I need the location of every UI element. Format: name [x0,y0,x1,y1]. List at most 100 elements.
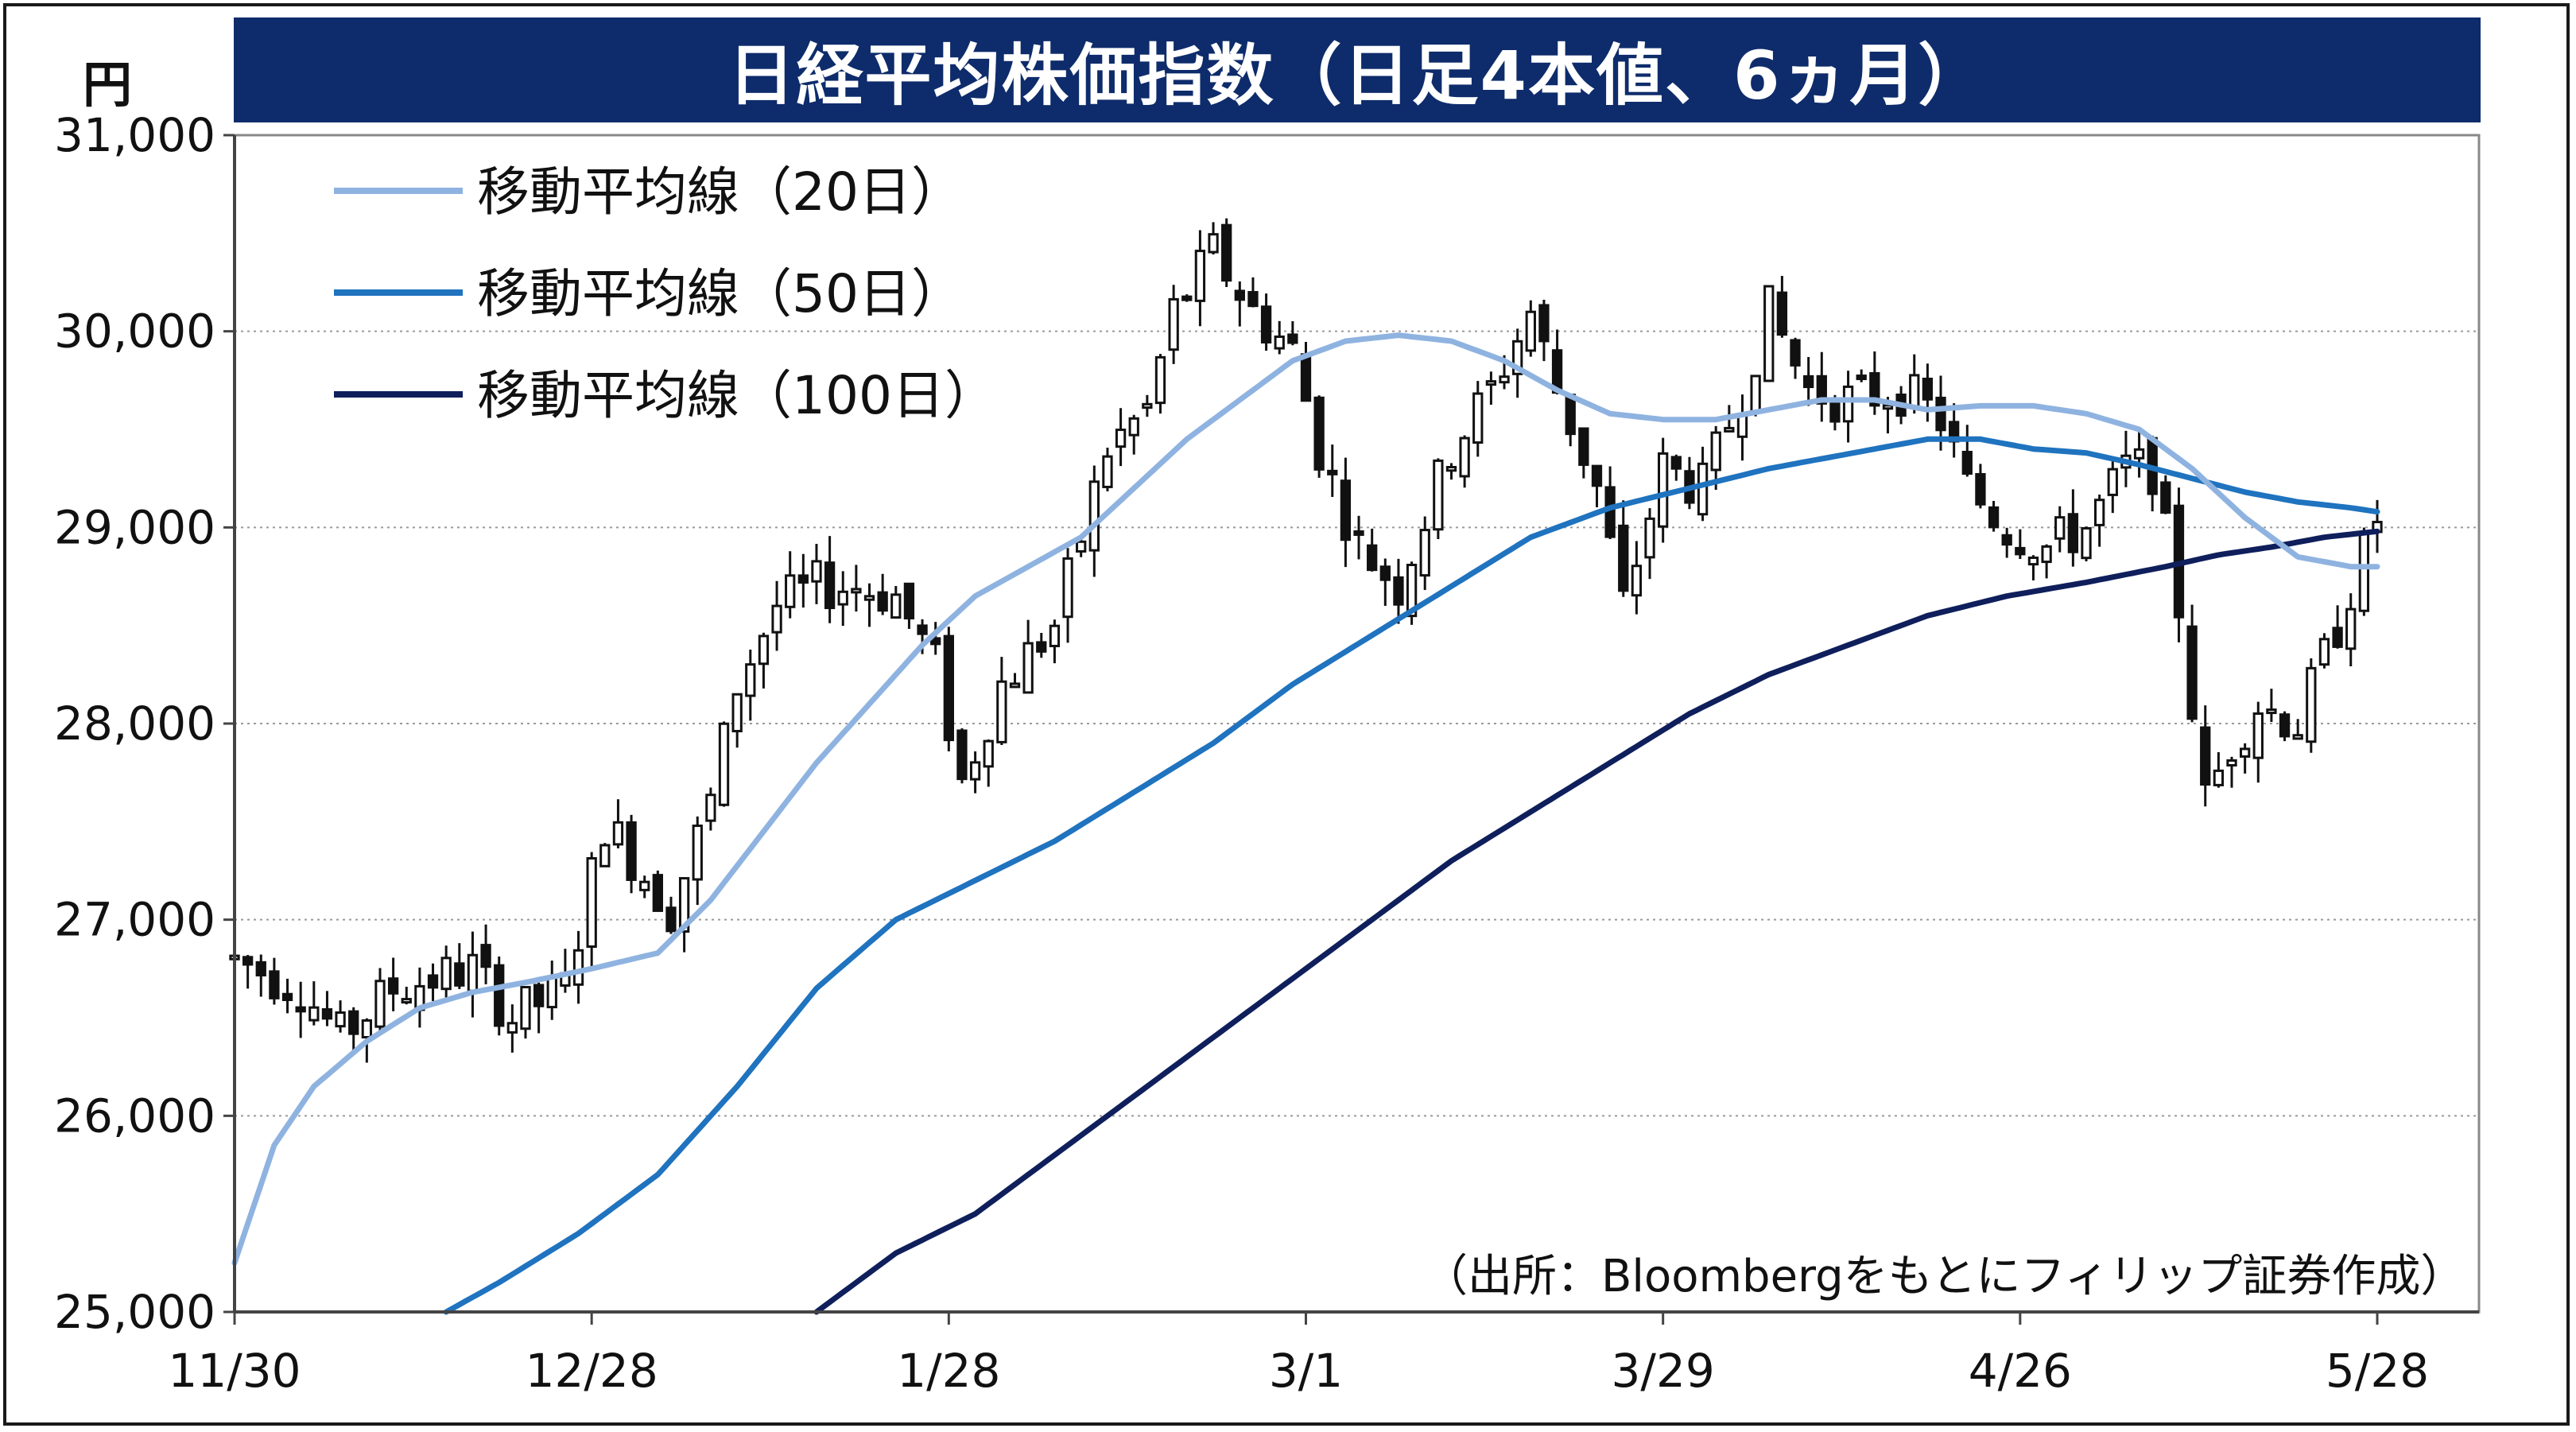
candlestick [2027,555,2039,580]
candlestick [454,943,465,989]
candle-body-down [1618,524,1629,592]
candlestick [1274,320,1285,355]
candle-body-down [281,992,293,1002]
moving-average-line-ma100 [813,528,2380,1315]
candlestick [639,875,650,898]
candle-body-up [586,857,597,949]
candlestick [335,1000,346,1033]
candlestick [1631,541,1643,615]
y-tick-label: 30,000 [54,305,215,359]
candle-body-down [1816,374,1827,405]
candlestick [824,536,836,623]
candle-body-down [665,906,677,933]
moving-average-line-ma20 [231,332,2380,1266]
candlestick [1194,230,1206,327]
candlestick [1049,619,1061,664]
candle-body-up [1697,462,1709,516]
candle-body-down [943,635,954,742]
candlestick [983,739,994,787]
candle-body-up [1445,466,1457,472]
candlestick [1763,285,1775,382]
candlestick [2067,489,2079,567]
candlestick [1445,463,1457,480]
candle-body-down [387,977,399,995]
candle-body-up [2054,516,2066,540]
candlestick [1988,500,2000,532]
candlestick [1036,633,1047,658]
y-tick-label: 31,000 [54,108,215,162]
candlestick [1221,218,1232,288]
candle-body-down [2279,713,2291,738]
candle-body-up [1128,417,1139,437]
candle-body-up [1512,340,1523,375]
candle-body-up [1049,624,1061,647]
candlestick [2054,506,2066,553]
candle-body-down [255,960,266,977]
candle-body-up [692,825,703,881]
candlestick [1472,381,1484,457]
candlestick [414,967,425,1028]
moving-average-series [231,332,2380,1315]
candlestick [1313,395,1325,478]
candle-body-up [2041,545,2052,564]
candle-body-down [1327,469,1338,475]
candlestick [2306,658,2317,753]
candlestick [1790,337,1801,379]
x-tick-label: 5/28 [2326,1344,2429,1398]
candle-body-down [533,984,545,1007]
candlestick [387,957,399,1011]
y-axis-unit-label: 円 [83,56,133,114]
candle-body-down [348,1010,359,1035]
candlestick [2372,499,2383,553]
candle-body-up [361,1019,373,1039]
candle-body-up [2252,712,2264,759]
candle-body-up [758,635,770,666]
candle-body-down [903,582,915,620]
candle-body-up [506,1022,518,1034]
candlestick [1485,371,1497,405]
candlestick [401,987,412,1005]
moving-average-line-ma50 [443,436,2380,1315]
x-tick-label: 3/29 [1612,1344,1715,1398]
candlestick [1565,394,1576,447]
candle-body-up [1763,285,1775,382]
candlestick [1922,363,1934,422]
candlestick [1538,299,1550,362]
candlestick [1816,351,1827,422]
chart-title: 日経平均株価指数（日足4本値、6ヵ月） [234,17,2481,122]
candlestick [506,1004,518,1053]
candle-body-down [1961,451,1973,475]
candle-body-down [2332,627,2343,648]
candle-body-up [1736,413,1748,438]
candlestick [599,843,611,867]
candle-body-down [1604,486,1616,538]
candlestick [797,553,809,608]
candlestick [1525,300,1536,357]
axes: 25,000 26,000 27,000 28,000 29,000 30,000 31,0… [54,108,2479,1398]
candlestick [2160,475,2171,514]
candlestick [2279,711,2291,742]
candle-body-up [1842,385,1854,423]
candle-body-down [2160,481,2171,514]
candlestick [2186,604,2198,723]
candlestick [2226,756,2237,788]
candlestick [427,963,439,1002]
candlestick [1367,528,1378,572]
candlestick [678,877,690,953]
candle-body-up [1485,380,1497,386]
candlestick [956,728,968,784]
candle-body-up [374,980,386,1028]
candle-body-up [1154,355,1166,405]
candle-body-down [1393,576,1404,606]
candle-body-up [745,663,756,697]
candlestick [1736,394,1748,461]
candle-body-up [1710,431,1721,472]
candle-body-up [837,590,848,606]
candle-body-up [851,588,862,594]
candlestick [1062,548,1073,643]
candle-body-up [731,693,743,733]
x-tick-label: 11/30 [168,1344,301,1398]
candlestick [494,956,505,1036]
candlestick [2332,605,2343,649]
candlestick [1406,561,1418,625]
